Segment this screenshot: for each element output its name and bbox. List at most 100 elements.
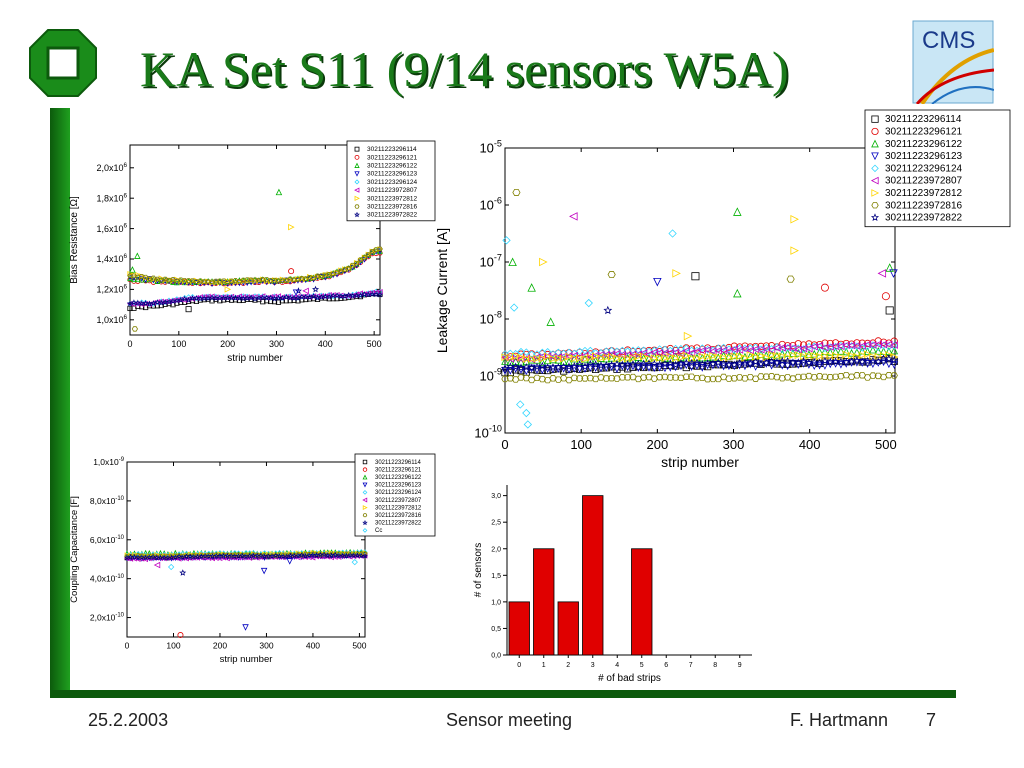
outlier-point <box>820 283 829 292</box>
x-tick-label: 400 <box>306 641 320 651</box>
legend-marker <box>871 202 879 209</box>
y-tick-label: 1,5 <box>491 573 501 580</box>
data-point <box>879 351 888 360</box>
data-point <box>341 292 348 299</box>
data-point <box>746 359 755 367</box>
data-point <box>671 374 680 381</box>
data-point <box>639 363 648 372</box>
data-point <box>169 298 177 304</box>
data-point <box>314 273 321 279</box>
outlier-point <box>790 246 799 255</box>
data-point <box>661 345 669 354</box>
data-point <box>267 294 274 301</box>
data-point <box>757 373 765 380</box>
data-point <box>746 346 754 355</box>
data-point <box>261 553 268 559</box>
data-point <box>208 294 216 301</box>
data-point <box>154 276 161 282</box>
data-point <box>126 300 134 307</box>
data-point <box>853 352 862 361</box>
legend-marker <box>362 459 368 465</box>
data-point <box>597 354 606 363</box>
legend-marker <box>362 513 368 518</box>
data-point <box>310 555 316 561</box>
data-point <box>586 353 595 362</box>
bar <box>631 548 653 656</box>
data-point <box>361 291 368 297</box>
legend-marker <box>362 482 368 488</box>
data-point <box>879 340 888 349</box>
y-tick-label: 10-10 <box>474 424 502 441</box>
y-tick-label: 1,8x106 <box>96 192 127 203</box>
data-point <box>181 295 188 302</box>
x-tick-label: 500 <box>875 437 897 452</box>
x-tick-label: 500 <box>367 339 382 349</box>
legend-marker <box>354 195 360 201</box>
data-point <box>608 353 616 361</box>
data-point <box>251 295 259 302</box>
data-point <box>714 358 723 366</box>
data-point <box>852 356 861 364</box>
data-point <box>306 552 313 558</box>
legend-entry: 30211223972812 <box>885 188 963 199</box>
data-point <box>343 552 350 559</box>
data-point <box>607 374 616 382</box>
data-point <box>650 359 659 368</box>
data-point <box>890 372 898 379</box>
data-point <box>655 345 664 353</box>
x-tick-label: 400 <box>318 339 333 349</box>
data-point <box>522 355 531 363</box>
data-point <box>506 367 515 375</box>
data-point <box>783 349 792 357</box>
data-point <box>799 348 808 357</box>
legend-marker <box>354 154 360 160</box>
outlier-point <box>512 188 521 196</box>
data-point <box>836 342 845 351</box>
data-point <box>205 279 211 284</box>
data-point <box>217 278 223 284</box>
page-number: 7 <box>926 710 937 730</box>
data-point <box>506 353 515 362</box>
legend-marker <box>871 115 879 123</box>
leakage-current-chart: 0 100 200 300 400 500 10-10 10-9 10-8 10-7 10-6 10-… <box>434 109 1011 470</box>
x-axis-label: strip number <box>227 353 283 364</box>
legend-marker <box>354 179 360 185</box>
legend-entry: 30211223296121 <box>375 467 422 473</box>
data-point <box>549 375 557 382</box>
outlier-point <box>889 269 898 278</box>
outlier-point <box>885 263 894 272</box>
data-point <box>708 359 717 368</box>
data-point <box>517 353 526 362</box>
data-point <box>815 373 824 380</box>
data-point <box>767 361 776 370</box>
x-axis-label: # of bad strips <box>598 673 661 684</box>
outlier-point <box>877 269 887 278</box>
data-point <box>302 553 309 559</box>
data-point <box>799 356 808 365</box>
data-point <box>127 273 133 279</box>
coupling-capacitance-chart: 0 100 200 300 400 500 2,0x10-10 4,0x10-10 6,0x10… <box>69 453 436 665</box>
data-point <box>852 342 861 350</box>
data-point <box>146 554 153 560</box>
data-point <box>607 346 616 355</box>
legend-entry: 30211223296122 <box>367 163 418 170</box>
data-point <box>522 367 531 376</box>
data-point <box>736 352 744 361</box>
data-point <box>559 375 568 382</box>
slide-frame-left <box>50 108 70 698</box>
data-point <box>146 300 153 307</box>
y-tick-label: 1,0x106 <box>96 314 127 325</box>
data-point <box>501 353 510 362</box>
data-point <box>581 354 589 363</box>
data-point <box>602 375 610 382</box>
data-point <box>719 343 728 352</box>
data-point <box>869 360 877 369</box>
data-point <box>730 360 739 369</box>
data-point <box>252 277 258 283</box>
data-point <box>166 277 172 283</box>
y-tick-label: 10-7 <box>479 253 502 270</box>
legend-marker <box>362 474 368 480</box>
data-point <box>698 374 706 382</box>
data-point <box>671 348 680 357</box>
cms-logo-text: CMS <box>922 27 975 54</box>
